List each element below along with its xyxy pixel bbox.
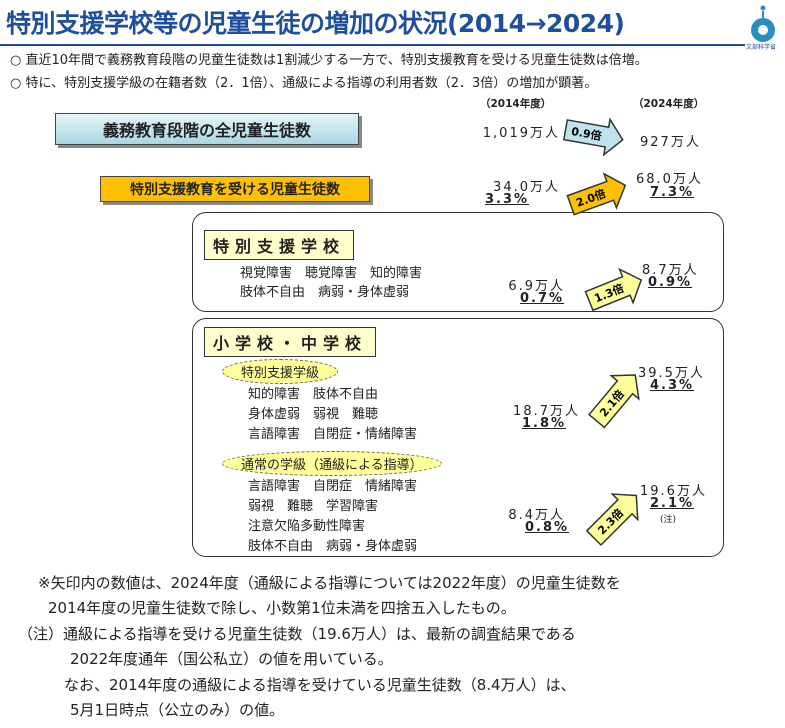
tsukyu-from: 8.4万人 <box>508 508 565 523</box>
class-from-pct: 1.8% <box>522 416 567 431</box>
tsukyu-to-pct: 2.1% <box>650 496 695 511</box>
arrow-tsukyu: 2.3倍 <box>585 493 639 547</box>
all-students-label: 義務教育段階の全児童生徒数 <box>55 113 359 145</box>
school-from: 6.9万人 <box>508 279 565 294</box>
class-to-pct: 4.3% <box>650 378 695 393</box>
year-from: （2014年度） <box>480 98 552 110</box>
all-from: 1,019万人 <box>482 126 560 141</box>
class-from: 18.7万人 <box>513 404 580 419</box>
tsukyu-item: 注意欠陥多動性障害 <box>248 519 366 534</box>
special-school-panel <box>192 212 724 312</box>
tsukyu-from-pct: 0.8% <box>525 520 570 535</box>
class-item: 知的障害 肢体不自由 <box>248 387 379 402</box>
tsukyu-item: 言語障害 自閉症 情緒障害 <box>248 479 418 494</box>
tsukyu-to: 19.6万人 <box>640 484 707 499</box>
special-ed-label: 特別支援教育を受ける児童生徒数 <box>100 176 370 202</box>
mext-logo <box>751 5 775 42</box>
school-from-pct: 0.7% <box>520 291 565 306</box>
bullet-1: ○ 直近10年間で義務教育段階の児童生徒数は1割減少する一方で、特別支援教育を受… <box>10 53 648 68</box>
special-from: 34.0万人 <box>493 180 560 195</box>
elem-junior-panel <box>192 318 724 557</box>
class-to: 39.5万人 <box>638 366 705 381</box>
footnote-4: 2022年度通年（国公私立）の値を用いている。 <box>70 650 393 668</box>
all-to: 927万人 <box>640 135 701 150</box>
special-school-item: 視覚障害 聴覚障害 知的障害 <box>240 266 423 281</box>
title-underline <box>0 44 745 46</box>
class-item: 言語障害 自閉症・情緒障害 <box>248 427 418 442</box>
tsukyu-note: (注) <box>660 515 677 525</box>
footnote-3: （注）通級による指導を受ける児童生徒数（19.6万人）は、最新の調査結果である <box>18 625 576 643</box>
bullet-2: ○ 特に、特別支援学級の在籍者数（2．1倍）、通級による指導の利用者数（2．3倍… <box>10 76 598 91</box>
tsukyu-label: 通常の学級（通級による指導） <box>222 451 442 476</box>
tsukyu-item: 肢体不自由 病弱・身体虚弱 <box>248 539 418 554</box>
special-school-title: 特別支援学校 <box>204 230 355 260</box>
arrow-all: 0.9倍 <box>562 117 624 157</box>
special-to: 68.0万人 <box>636 172 703 187</box>
special-to-pct: 7.3% <box>650 185 695 200</box>
special-from-pct: 3.3% <box>485 192 530 207</box>
arrow-class: 2.1倍 <box>588 374 640 429</box>
arrow-school: 2.1倍1.3倍 <box>584 267 643 312</box>
year-to: （2024年度） <box>633 98 705 110</box>
footnote-6: 5月1日時点（公立のみ）の値。 <box>70 701 285 719</box>
class-item: 身体虚弱 弱視 難聴 <box>248 407 379 422</box>
footnote-5: なお、2014年度の通級による指導を受けている児童生徒数（8.4万人）は、 <box>64 676 576 694</box>
footnote-2: 2014年度の児童生徒数で除し、小数第1位未満を四捨五入したもの。 <box>48 599 516 617</box>
school-to-pct: 0.9% <box>648 275 693 290</box>
logo-text: 文部科学省 <box>746 44 777 51</box>
footnote-1: ※矢印内の数値は、2024年度（通級による指導については2022年度）の児童生徒… <box>38 574 621 592</box>
ratio-all: 0.9倍 <box>570 124 602 143</box>
special-school-item: 肢体不自由 病弱・身体虚弱 <box>240 285 410 300</box>
elem-junior-title: 小学校・中学校 <box>204 327 377 357</box>
arrow-special: 2.0倍 <box>566 172 627 216</box>
special-class-label: 特別支援学級 <box>222 359 339 384</box>
school-to: 8.7万人 <box>642 263 699 278</box>
tsukyu-item: 弱視 難聴 学習障害 <box>248 499 379 514</box>
page-title: 特別支援学校等の児童生徒の増加の状況(2014→2024) <box>6 9 625 38</box>
